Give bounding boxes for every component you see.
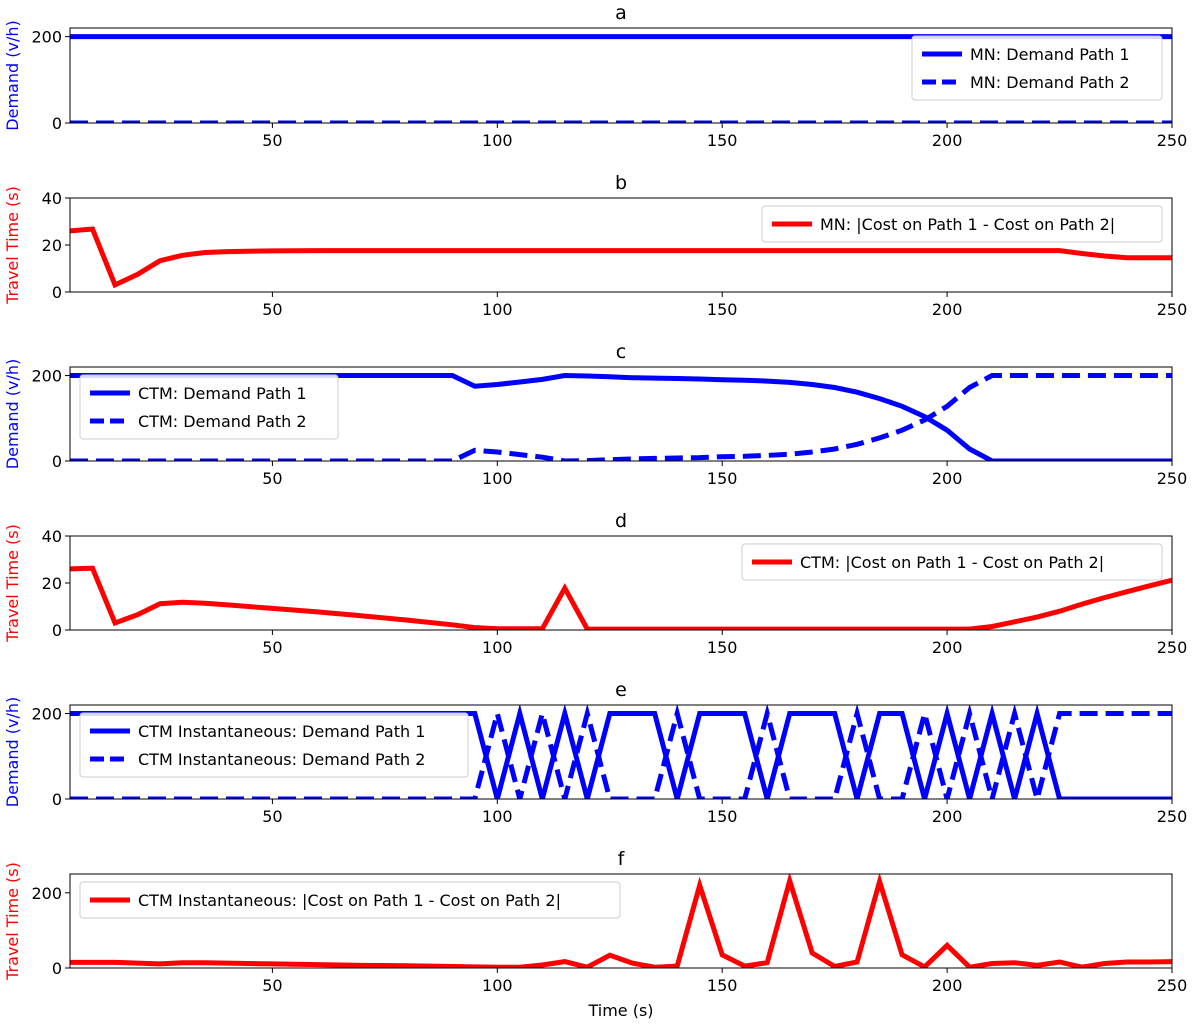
x-tick-label: 250 — [1157, 131, 1188, 150]
x-tick-label: 200 — [932, 131, 963, 150]
y-tick-label: 20 — [42, 236, 62, 255]
panel-title: b — [615, 172, 627, 194]
legend: CTM Instantaneous: |Cost on Path 1 - Cos… — [79, 881, 621, 919]
y-tick-label: 0 — [52, 283, 62, 302]
plot-frame — [69, 366, 1173, 462]
legend: MN: |Cost on Path 1 - Cost on Path 2| — [761, 205, 1163, 243]
x-tick-label: 250 — [1157, 469, 1188, 488]
legend-label: CTM Instantaneous: Demand Path 2 — [138, 750, 425, 769]
y-tick-label: 20 — [42, 574, 62, 593]
legend-label: CTM: Demand Path 1 — [138, 384, 307, 403]
series-line-2 — [70, 373, 1172, 461]
y-axis-label: Travel Time (s) — [3, 862, 22, 981]
x-tick-label: 100 — [482, 131, 513, 150]
y-axis-label: Travel Time (s) — [3, 186, 22, 305]
legend-label: MN: |Cost on Path 1 - Cost on Path 2| — [820, 215, 1115, 234]
panel-a: 50 100 150 200 250 0 200 a Demand (v/h) MN: Deman… — [3, 2, 1187, 150]
y-tick-label: 200 — [31, 884, 62, 903]
panel-c: 50 100 150 200 250 0 200 c Demand (v/h) CTM: Dema… — [3, 341, 1187, 488]
legend-label: MN: Demand Path 1 — [970, 45, 1130, 64]
y-tick-label: 0 — [52, 959, 62, 978]
y-tick-label: 0 — [52, 790, 62, 809]
panel-d: 50 100 150 200 250 0 20 40 d Travel Time (s) CTM: … — [3, 510, 1187, 657]
x-tick-label: 100 — [482, 300, 513, 319]
series-line-1 — [70, 874, 1172, 968]
legend-label: CTM: Demand Path 2 — [138, 412, 307, 431]
plot-frame — [69, 27, 1173, 124]
x-tick-label: 250 — [1157, 300, 1188, 319]
x-tick-label: 50 — [262, 807, 282, 826]
legend: CTM: Demand Path 1 CTM: Demand Path 2 — [79, 374, 339, 440]
y-tick-label: 40 — [42, 189, 62, 208]
x-tick-label: 50 — [262, 300, 282, 319]
y-tick-label: 200 — [31, 705, 62, 724]
legend-box — [79, 374, 339, 440]
x-tick-label: 100 — [482, 807, 513, 826]
x-tick-label: 150 — [707, 300, 738, 319]
legend-box — [911, 35, 1163, 101]
x-tick-label: 250 — [1157, 976, 1188, 995]
y-tick-label: 0 — [52, 114, 62, 133]
x-tick-label: 250 — [1157, 807, 1188, 826]
x-axis-label: Time (s) — [587, 1001, 653, 1020]
x-tick-label: 200 — [932, 469, 963, 488]
x-tick-label: 150 — [707, 469, 738, 488]
legend-box — [79, 881, 621, 919]
x-tick-label: 50 — [262, 469, 282, 488]
legend-box — [79, 712, 469, 778]
x-tick-label: 100 — [482, 638, 513, 657]
panel-b: 50 100 150 200 250 0 20 40 b Travel Time (s) MN: |… — [3, 172, 1187, 319]
x-tick-label: 150 — [707, 976, 738, 995]
y-axis-label: Demand (v/h) — [3, 697, 22, 807]
legend-box — [741, 543, 1163, 581]
y-tick-label: 200 — [31, 367, 62, 386]
x-tick-label: 50 — [262, 976, 282, 995]
y-axis-label: Demand (v/h) — [3, 20, 22, 130]
x-tick-label: 100 — [482, 469, 513, 488]
y-tick-label: 0 — [52, 452, 62, 471]
panel-title: c — [616, 341, 626, 363]
series-line-2 — [70, 705, 1172, 799]
series-line-1 — [70, 372, 1172, 461]
x-tick-label: 200 — [932, 300, 963, 319]
x-tick-label: 250 — [1157, 638, 1188, 657]
panel-title: f — [618, 848, 626, 870]
x-tick-label: 200 — [932, 638, 963, 657]
x-tick-label: 150 — [707, 131, 738, 150]
legend-label: MN: Demand Path 2 — [970, 73, 1130, 92]
legend-box — [761, 205, 1163, 243]
plot-frame — [69, 704, 1173, 800]
x-tick-label: 100 — [482, 976, 513, 995]
legend: MN: Demand Path 1 MN: Demand Path 2 — [911, 35, 1163, 101]
y-axis-label: Travel Time (s) — [3, 524, 22, 643]
y-axis-label: Demand (v/h) — [3, 359, 22, 469]
series-line-1 — [70, 565, 1172, 630]
x-tick-label: 50 — [262, 131, 282, 150]
x-tick-label: 50 — [262, 638, 282, 657]
legend-label: CTM Instantaneous: |Cost on Path 1 - Cos… — [138, 891, 561, 910]
panel-f: 50 100 150 200 250 0 200 f Travel Time (s) Time (… — [3, 848, 1187, 1020]
panel-title: d — [615, 510, 627, 532]
legend: CTM: |Cost on Path 1 - Cost on Path 2| — [741, 543, 1163, 581]
series-line-1 — [70, 226, 1172, 289]
legend: CTM Instantaneous: Demand Path 1 CTM Inst… — [79, 712, 469, 778]
y-tick-label: 200 — [31, 28, 62, 47]
legend-label: CTM Instantaneous: Demand Path 1 — [138, 722, 425, 741]
x-tick-label: 200 — [932, 976, 963, 995]
x-tick-label: 200 — [932, 807, 963, 826]
panel-title: a — [615, 2, 627, 24]
plot-frame — [69, 873, 1173, 969]
panel-e: 50 100 150 200 250 0 200 e Demand (v/h) CTM Insta… — [3, 679, 1187, 826]
panel-title: e — [615, 679, 627, 701]
x-tick-label: 150 — [707, 638, 738, 657]
legend-label: CTM: |Cost on Path 1 - Cost on Path 2| — [800, 553, 1104, 572]
x-tick-label: 150 — [707, 807, 738, 826]
y-tick-label: 0 — [52, 621, 62, 640]
y-tick-label: 40 — [42, 527, 62, 546]
